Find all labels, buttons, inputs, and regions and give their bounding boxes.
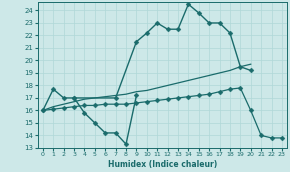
X-axis label: Humidex (Indice chaleur): Humidex (Indice chaleur) (108, 160, 217, 169)
